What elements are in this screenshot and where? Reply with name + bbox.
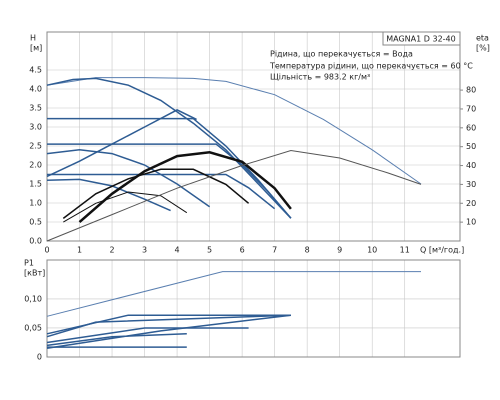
y2-tick-label: 80 xyxy=(466,86,476,95)
series-line xyxy=(46,271,421,317)
plot-frame xyxy=(46,31,461,242)
y2-tick-label: 20 xyxy=(466,199,476,208)
y-tick-label: 4.0 xyxy=(29,85,42,94)
series-line xyxy=(46,149,211,208)
series-line xyxy=(46,314,291,350)
y2-tick-label: 40 xyxy=(466,161,476,170)
series-line xyxy=(62,168,250,219)
y-tick-label: 1.5 xyxy=(29,180,42,189)
x-tick-label: 0 xyxy=(44,246,49,255)
x-tick-label: 9 xyxy=(337,246,342,255)
x-tick-label: 4 xyxy=(175,246,180,255)
y-tick-label: 1.0 xyxy=(29,199,42,208)
series-line xyxy=(46,77,422,185)
x-tick-label: 10 xyxy=(367,246,377,255)
series-line xyxy=(46,333,187,347)
y2-tick-label: 70 xyxy=(466,104,476,113)
y2-tick-label: 60 xyxy=(466,123,476,132)
y-unit: [м] xyxy=(30,44,42,53)
x-tick-label: 3 xyxy=(142,246,147,255)
series-line xyxy=(46,149,422,242)
series-line xyxy=(47,143,292,219)
y-tick-label: 3.5 xyxy=(29,104,42,113)
y-tick-label: 4.5 xyxy=(29,66,42,75)
series-line xyxy=(46,314,291,338)
y-label: H xyxy=(30,34,36,43)
y-tick-label: 0,05 xyxy=(24,323,42,332)
y-label: P1 xyxy=(24,259,34,268)
y-tick-label: 0.0 xyxy=(29,237,42,246)
plot-frame xyxy=(46,259,461,358)
series-line xyxy=(46,314,291,335)
series-line xyxy=(46,109,197,178)
series-line xyxy=(78,151,292,224)
series-line xyxy=(47,173,276,210)
x-tick-label: 7 xyxy=(272,246,277,255)
x-tick-label: 6 xyxy=(240,246,245,255)
x-tick-label: 5 xyxy=(207,246,212,255)
x-tick-label: 8 xyxy=(305,246,310,255)
y-tick-label: 0 xyxy=(37,353,42,362)
annotation: Рідина, що перекачується = Вода xyxy=(270,50,413,59)
title-box xyxy=(382,31,461,46)
x-tick-label: 11 xyxy=(400,246,410,255)
x-tick-label: 1 xyxy=(77,246,82,255)
y-tick-label: 0.5 xyxy=(29,218,42,227)
y-tick-label: 0,10 xyxy=(24,294,42,303)
y2-tick-label: 30 xyxy=(466,180,476,189)
y2-unit: [%] xyxy=(476,44,490,53)
x-label: Q [м³/год.] xyxy=(420,246,464,255)
annotation: Щільність = 983.2 кг/м³ xyxy=(270,73,370,82)
series-line xyxy=(46,77,292,219)
x-tick-label: 2 xyxy=(109,246,114,255)
chart-title: MAGNA1 D 32-40 xyxy=(386,35,455,44)
y2-tick-label: 50 xyxy=(466,142,476,151)
y-tick-label: 2.5 xyxy=(29,142,42,151)
y-tick-label: 3.0 xyxy=(29,123,42,132)
series-line xyxy=(63,191,188,223)
y2-tick-label: 10 xyxy=(466,218,476,227)
annotation: Температура рідини, що перекачується = 6… xyxy=(269,62,473,71)
y-unit: [кВт] xyxy=(24,269,45,278)
series-line xyxy=(46,327,249,344)
y2-label: eta xyxy=(476,34,489,43)
y-tick-label: 2.0 xyxy=(29,161,42,170)
